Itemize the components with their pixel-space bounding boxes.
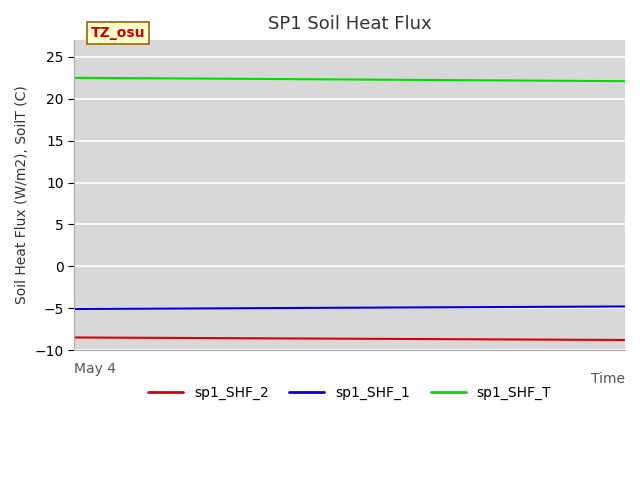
Legend: sp1_SHF_2, sp1_SHF_1, sp1_SHF_T: sp1_SHF_2, sp1_SHF_1, sp1_SHF_T [143,380,557,405]
Y-axis label: Soil Heat Flux (W/m2), SoilT (C): Soil Heat Flux (W/m2), SoilT (C) [15,86,29,304]
Text: TZ_osu: TZ_osu [91,26,145,40]
Title: SP1 Soil Heat Flux: SP1 Soil Heat Flux [268,15,431,33]
Text: Time: Time [591,372,625,386]
Text: May 4: May 4 [74,362,116,376]
